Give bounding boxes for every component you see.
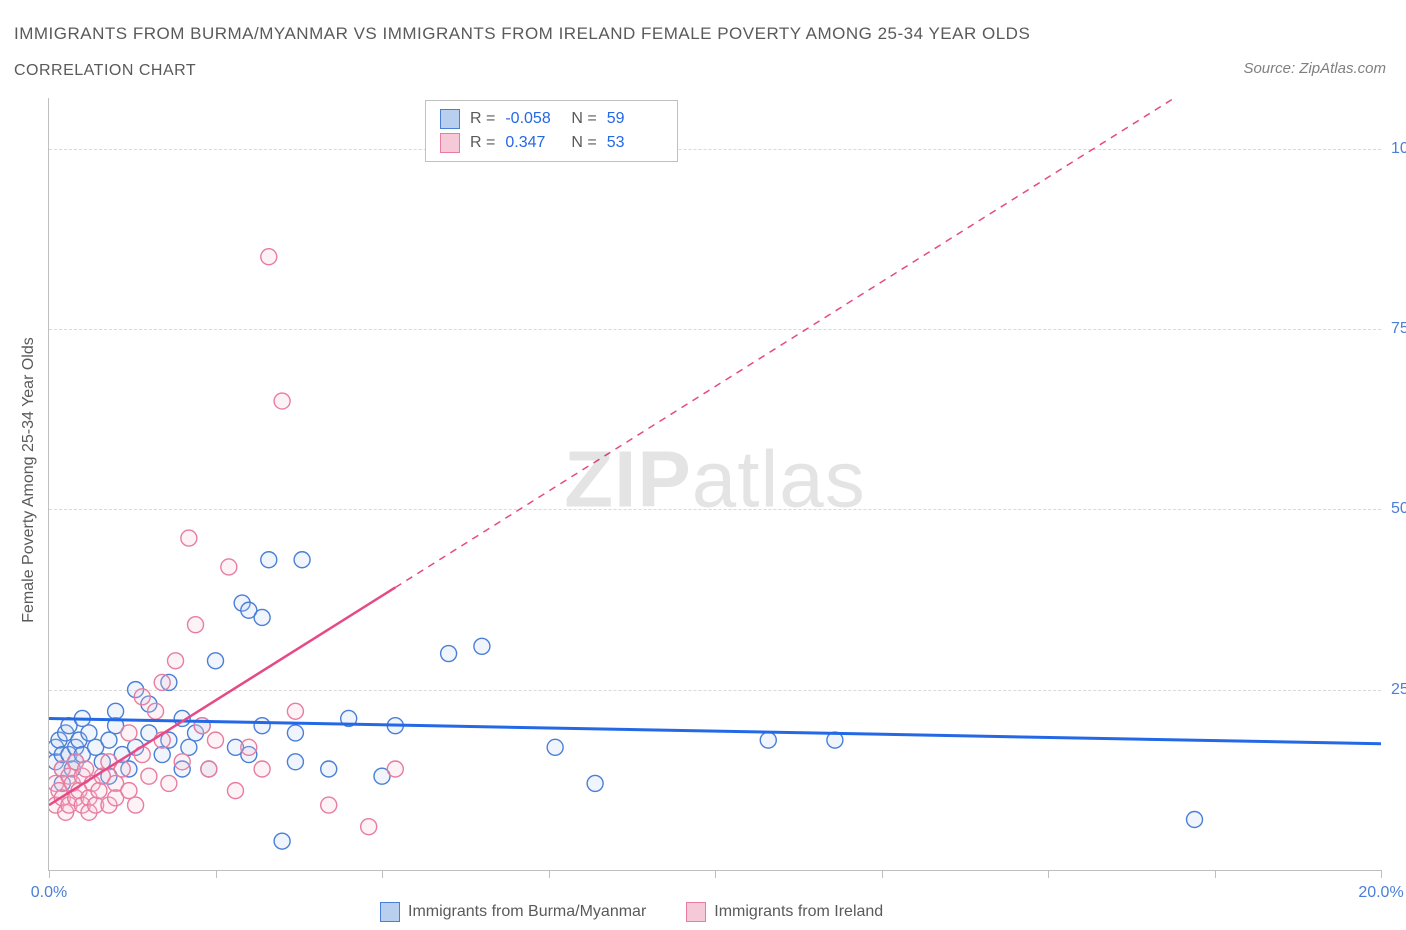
legend-item-burma: Immigrants from Burma/Myanmar bbox=[380, 902, 646, 922]
legend-item-ireland: Immigrants from Ireland bbox=[686, 902, 883, 922]
legend-swatch bbox=[440, 109, 460, 129]
source-attribution: Source: ZipAtlas.com bbox=[1243, 60, 1386, 77]
legend-bottom: Immigrants from Burma/Myanmar Immigrants… bbox=[380, 902, 883, 922]
plot-area: ZIPatlas 25.0%50.0%75.0%100.0%0.0%20.0% bbox=[48, 98, 1381, 871]
x-tick bbox=[382, 870, 383, 878]
x-tick bbox=[1048, 870, 1049, 878]
r-label: R = bbox=[470, 107, 495, 131]
x-tick bbox=[49, 870, 50, 878]
r-label: R = bbox=[470, 131, 495, 155]
x-tick bbox=[882, 870, 883, 878]
legend-swatch-ireland bbox=[686, 902, 706, 922]
legend-label-ireland: Immigrants from Ireland bbox=[714, 903, 883, 921]
y-tick-label: 75.0% bbox=[1391, 320, 1406, 338]
legend-label-burma: Immigrants from Burma/Myanmar bbox=[408, 903, 646, 921]
y-tick-label: 50.0% bbox=[1391, 500, 1406, 518]
trend-lines-solid bbox=[49, 98, 1381, 870]
legend-stats-box: R = -0.058 N = 59 R = 0.347 N = 53 bbox=[425, 100, 678, 162]
n-value: 59 bbox=[607, 107, 663, 131]
n-label: N = bbox=[571, 107, 596, 131]
legend-stats-row: R = 0.347 N = 53 bbox=[440, 131, 663, 155]
x-tick-label: 0.0% bbox=[31, 884, 67, 902]
x-tick bbox=[715, 870, 716, 878]
x-tick bbox=[1381, 870, 1382, 878]
y-axis-label: Female Poverty Among 25-34 Year Olds bbox=[20, 337, 38, 623]
chart-title-sub: CORRELATION CHART bbox=[14, 62, 196, 80]
legend-swatch bbox=[440, 133, 460, 153]
x-tick bbox=[1215, 870, 1216, 878]
chart-title-main: IMMIGRANTS FROM BURMA/MYANMAR VS IMMIGRA… bbox=[14, 24, 1030, 44]
x-tick bbox=[216, 870, 217, 878]
y-tick-label: 25.0% bbox=[1391, 681, 1406, 699]
r-value: -0.058 bbox=[505, 107, 561, 131]
r-value: 0.347 bbox=[505, 131, 561, 155]
legend-swatch-burma bbox=[380, 902, 400, 922]
n-label: N = bbox=[571, 131, 596, 155]
x-tick-label: 20.0% bbox=[1358, 884, 1403, 902]
legend-stats-row: R = -0.058 N = 59 bbox=[440, 107, 663, 131]
x-tick bbox=[549, 870, 550, 878]
y-tick-label: 100.0% bbox=[1391, 140, 1406, 158]
n-value: 53 bbox=[607, 131, 663, 155]
